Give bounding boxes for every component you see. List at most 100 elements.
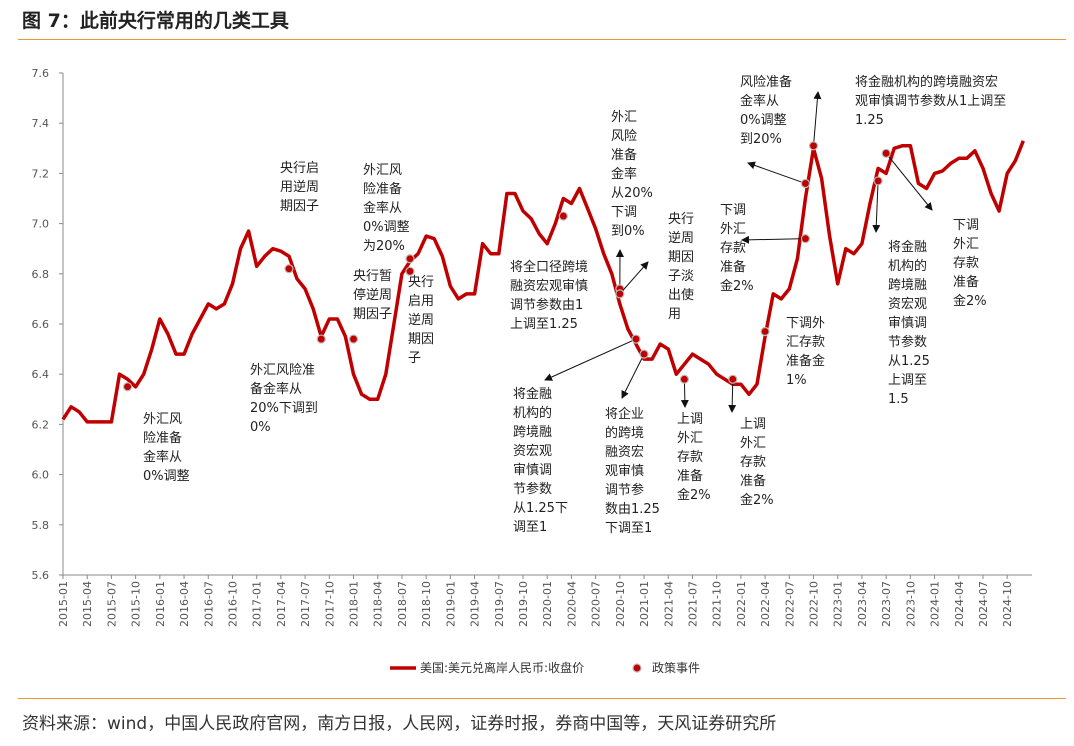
event-annotation-text: 金2%: [677, 487, 711, 503]
event-annotation-text: 外汇: [611, 110, 637, 125]
annotation-arrow: [872, 180, 881, 233]
event-annotation-text: 风险: [611, 129, 637, 144]
annotation-arrow: [619, 261, 649, 295]
x-tick-label: 2019-07: [493, 581, 506, 627]
event-annotation-text: 审慎调: [888, 316, 927, 331]
policy-event-marker: [558, 211, 568, 221]
event-annotation-text: 1%: [786, 373, 807, 388]
annotation-arrow: [885, 153, 933, 211]
x-tick-label: 2023-01: [832, 581, 845, 627]
event-annotation-text: 准备: [740, 473, 766, 489]
event-annotation-text: 金2%: [720, 278, 754, 294]
event-annotation-text: 融资宏: [605, 445, 644, 460]
event-annotation-text: 节参数: [513, 481, 552, 497]
event-annotation-text: 将金融机构的跨境融资宏: [855, 74, 998, 90]
x-tick-label: 2022-04: [759, 581, 772, 627]
event-annotation-text: 险准备: [363, 181, 402, 197]
event-annotation-text: 调节参: [605, 482, 644, 498]
x-tick-label: 2020-04: [565, 581, 578, 627]
y-tick-label: 7.0: [32, 218, 50, 231]
x-tick-label: 2015-04: [81, 581, 94, 627]
x-tick-label: 2017-07: [299, 581, 312, 627]
event-annotation-text: 上调至: [888, 373, 927, 388]
annotation-arrow: [621, 353, 645, 399]
figure-title: 图 7：此前央行常用的几类工具: [22, 10, 289, 32]
x-tick-label: 2023-07: [880, 581, 893, 627]
y-tick-label: 5.8: [32, 519, 50, 532]
policy-event-marker: [405, 254, 415, 264]
policy-event-marker: [639, 349, 649, 359]
event-annotation-text: 上调至1.25: [510, 317, 578, 332]
event-annotation-text: 将全口径跨境: [510, 259, 588, 275]
x-tick-label: 2023-04: [856, 581, 869, 627]
x-tick-label: 2022-07: [783, 581, 796, 627]
event-annotation-text: 将企业: [605, 406, 644, 422]
y-tick-label: 6.6: [32, 318, 50, 331]
annotation-arrow: [747, 161, 806, 184]
event-annotation-text: 用: [668, 307, 681, 322]
event-annotation-text: 从20%: [611, 186, 653, 201]
event-annotation-text: 外汇: [677, 431, 703, 446]
event-annotation-text: 机构的: [513, 405, 552, 421]
x-tick-label: 2015-10: [130, 581, 143, 627]
event-annotation-text: 期因子: [280, 199, 319, 214]
event-annotation-text: 准备金: [786, 353, 825, 369]
event-annotation-text: 金率从: [143, 449, 182, 465]
event-annotation-text: 外汇风: [363, 163, 402, 178]
policy-event-marker: [316, 334, 326, 344]
policy-event-marker: [881, 148, 891, 158]
x-tick-label: 2016-01: [154, 581, 167, 627]
event-annotation-text: 0%: [250, 420, 271, 435]
event-annotation-text: 存款: [720, 241, 746, 256]
event-annotation-text: 子: [408, 351, 421, 366]
event-annotation-text: 外汇风: [143, 412, 182, 427]
event-annotation-text: 1.5: [888, 392, 909, 407]
policy-event-marker: [760, 326, 770, 337]
x-tick-label: 2020-01: [541, 581, 554, 627]
event-annotation-text: 停逆周: [353, 287, 392, 303]
event-annotation-text: 风险准备: [740, 74, 792, 90]
event-annotation-text: 融资宏观审慎: [510, 279, 588, 294]
policy-event-marker: [405, 266, 415, 276]
event-annotation-text: 到0%: [611, 224, 645, 239]
event-annotation-text: 外汇: [953, 237, 979, 252]
x-tick-label: 2021-04: [662, 581, 675, 627]
annotation-arrow: [741, 235, 806, 244]
event-annotation-text: 观审慎调节参数从1上调至: [855, 93, 1006, 109]
event-annotation-text: 上调: [740, 417, 766, 432]
event-annotation-text: 央行: [668, 212, 694, 227]
x-tick-label: 2020-07: [590, 581, 603, 627]
policy-event-marker: [631, 334, 641, 344]
y-tick-label: 6.8: [32, 268, 50, 281]
y-tick-label: 7.6: [32, 67, 50, 80]
event-annotation-text: 金率从: [740, 93, 779, 109]
x-tick-label: 2020-10: [614, 581, 627, 627]
policy-event-marker: [800, 234, 811, 244]
event-annotation-text: 从1.25下: [513, 501, 568, 516]
x-tick-label: 2021-07: [686, 581, 699, 627]
event-annotation-text: 准备: [953, 274, 979, 290]
source-note: 资料来源：wind，中国人民政府官网，南方日报，人民网，证券时报，券商中国等，天…: [22, 714, 777, 734]
y-tick-label: 7.2: [32, 167, 50, 180]
event-annotation-text: 审慎调: [513, 463, 552, 478]
event-annotation-text: 1.25: [855, 113, 884, 128]
event-annotation-text: 0%调整: [363, 220, 410, 235]
x-tick-label: 2016-07: [202, 581, 215, 627]
policy-event-marker: [615, 289, 625, 299]
event-annotation-text: 将金融: [513, 386, 552, 402]
y-tick-label: 6.2: [32, 418, 50, 431]
event-annotation-text: 用逆周: [280, 179, 319, 195]
x-tick-label: 2019-01: [444, 581, 457, 627]
x-tick-label: 2023-10: [904, 581, 917, 627]
event-annotation-text: 启用: [408, 294, 434, 309]
event-annotation-text: 跨境融: [888, 278, 927, 293]
event-annotation-text: 外汇风险准: [250, 363, 315, 378]
event-annotation-text: 央行启: [280, 161, 319, 176]
event-annotation-text: 备金率从: [250, 381, 302, 397]
policy-event-marker: [800, 178, 811, 189]
event-annotation-text: 外汇: [740, 436, 766, 451]
x-tick-label: 2021-01: [638, 581, 651, 627]
event-annotation-text: 资宏观: [513, 444, 552, 459]
x-tick-label: 2015-07: [105, 581, 118, 627]
